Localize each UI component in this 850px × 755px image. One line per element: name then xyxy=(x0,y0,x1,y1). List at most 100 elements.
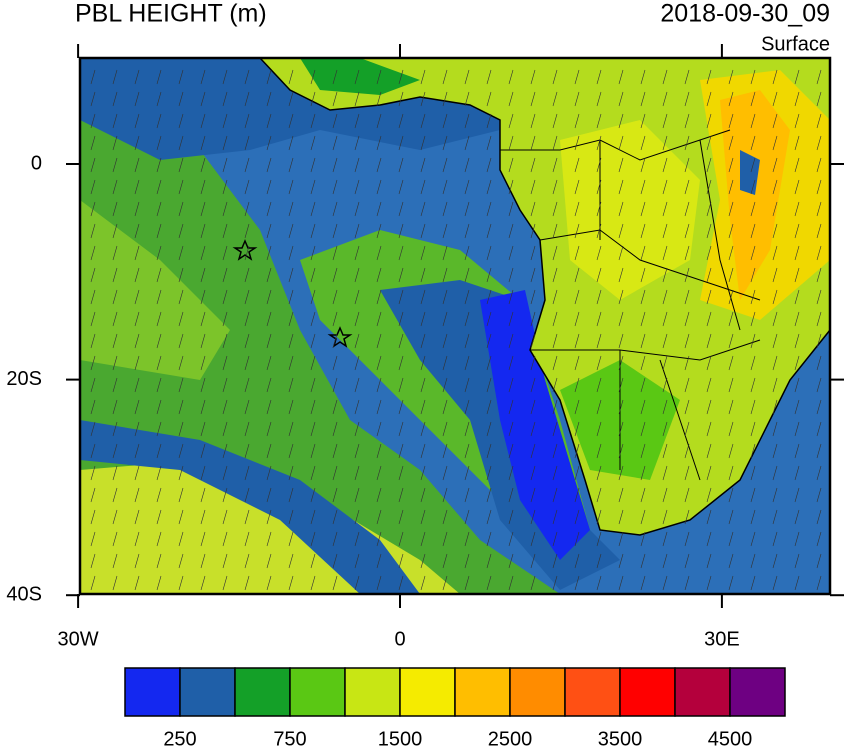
barb xyxy=(134,245,140,261)
barb xyxy=(552,223,558,239)
barb xyxy=(398,91,404,107)
barb xyxy=(112,575,118,591)
barb xyxy=(288,135,294,151)
barb xyxy=(112,377,118,393)
barb xyxy=(574,355,580,371)
barb xyxy=(464,267,470,283)
barb xyxy=(596,333,602,349)
star-marker xyxy=(232,239,258,261)
barb xyxy=(486,135,492,151)
barb xyxy=(596,245,602,261)
barb xyxy=(618,179,624,195)
barb xyxy=(772,201,778,217)
lon-label: 30W xyxy=(58,628,99,650)
barb xyxy=(574,223,580,239)
barb xyxy=(442,201,448,217)
barb xyxy=(816,399,822,415)
barb xyxy=(112,69,118,85)
barb xyxy=(398,553,404,569)
barb xyxy=(552,135,558,151)
barb xyxy=(310,531,316,547)
barb xyxy=(728,487,734,503)
barb xyxy=(530,311,536,327)
barb xyxy=(354,531,360,547)
barb xyxy=(772,443,778,459)
barb xyxy=(376,69,382,85)
barb xyxy=(706,377,712,393)
barb xyxy=(486,311,492,327)
barb xyxy=(376,333,382,349)
barb xyxy=(684,421,690,437)
barb xyxy=(486,113,492,129)
barb xyxy=(574,311,580,327)
barb xyxy=(178,223,184,239)
barb xyxy=(662,421,668,437)
barb xyxy=(156,245,162,261)
barb xyxy=(90,245,96,261)
barb xyxy=(288,443,294,459)
colorbar-box xyxy=(619,667,676,717)
barb xyxy=(134,135,140,151)
barb xyxy=(398,157,404,173)
barb xyxy=(574,135,580,151)
barb xyxy=(442,443,448,459)
barb xyxy=(464,135,470,151)
barb xyxy=(420,355,426,371)
barb xyxy=(90,575,96,591)
barb xyxy=(442,399,448,415)
barb xyxy=(816,443,822,459)
barb xyxy=(332,91,338,107)
barb xyxy=(618,509,624,525)
barb xyxy=(486,267,492,283)
barb xyxy=(354,135,360,151)
barb xyxy=(794,69,800,85)
barb xyxy=(134,179,140,195)
barb xyxy=(222,223,228,239)
barb xyxy=(134,157,140,173)
barb xyxy=(750,531,756,547)
barb xyxy=(134,421,140,437)
barb xyxy=(706,245,712,261)
barb xyxy=(420,421,426,437)
barb xyxy=(574,531,580,547)
barb xyxy=(156,113,162,129)
barb xyxy=(684,179,690,195)
barb xyxy=(574,443,580,459)
barb xyxy=(464,113,470,129)
ocean-blue-band xyxy=(80,420,420,594)
barb xyxy=(640,289,646,305)
barb xyxy=(552,487,558,503)
barb xyxy=(244,113,250,129)
barb xyxy=(750,421,756,437)
barb xyxy=(90,443,96,459)
barb xyxy=(442,421,448,437)
barb xyxy=(750,443,756,459)
barb xyxy=(662,465,668,481)
barb xyxy=(772,421,778,437)
barb xyxy=(816,289,822,305)
barb xyxy=(420,333,426,349)
barb xyxy=(816,201,822,217)
barb xyxy=(816,223,822,239)
barb xyxy=(420,311,426,327)
barb xyxy=(200,157,206,173)
barb xyxy=(90,553,96,569)
barb xyxy=(288,377,294,393)
barb xyxy=(464,333,470,349)
lat-label: 40S xyxy=(6,583,42,605)
barb xyxy=(288,245,294,261)
barb xyxy=(794,421,800,437)
barb xyxy=(508,399,514,415)
barb xyxy=(398,487,404,503)
barb xyxy=(288,113,294,129)
barb xyxy=(442,91,448,107)
barb xyxy=(596,399,602,415)
barb xyxy=(332,223,338,239)
barb xyxy=(244,487,250,503)
barb xyxy=(266,355,272,371)
barb xyxy=(794,223,800,239)
barb xyxy=(530,377,536,393)
barb xyxy=(596,377,602,393)
barb xyxy=(662,333,668,349)
